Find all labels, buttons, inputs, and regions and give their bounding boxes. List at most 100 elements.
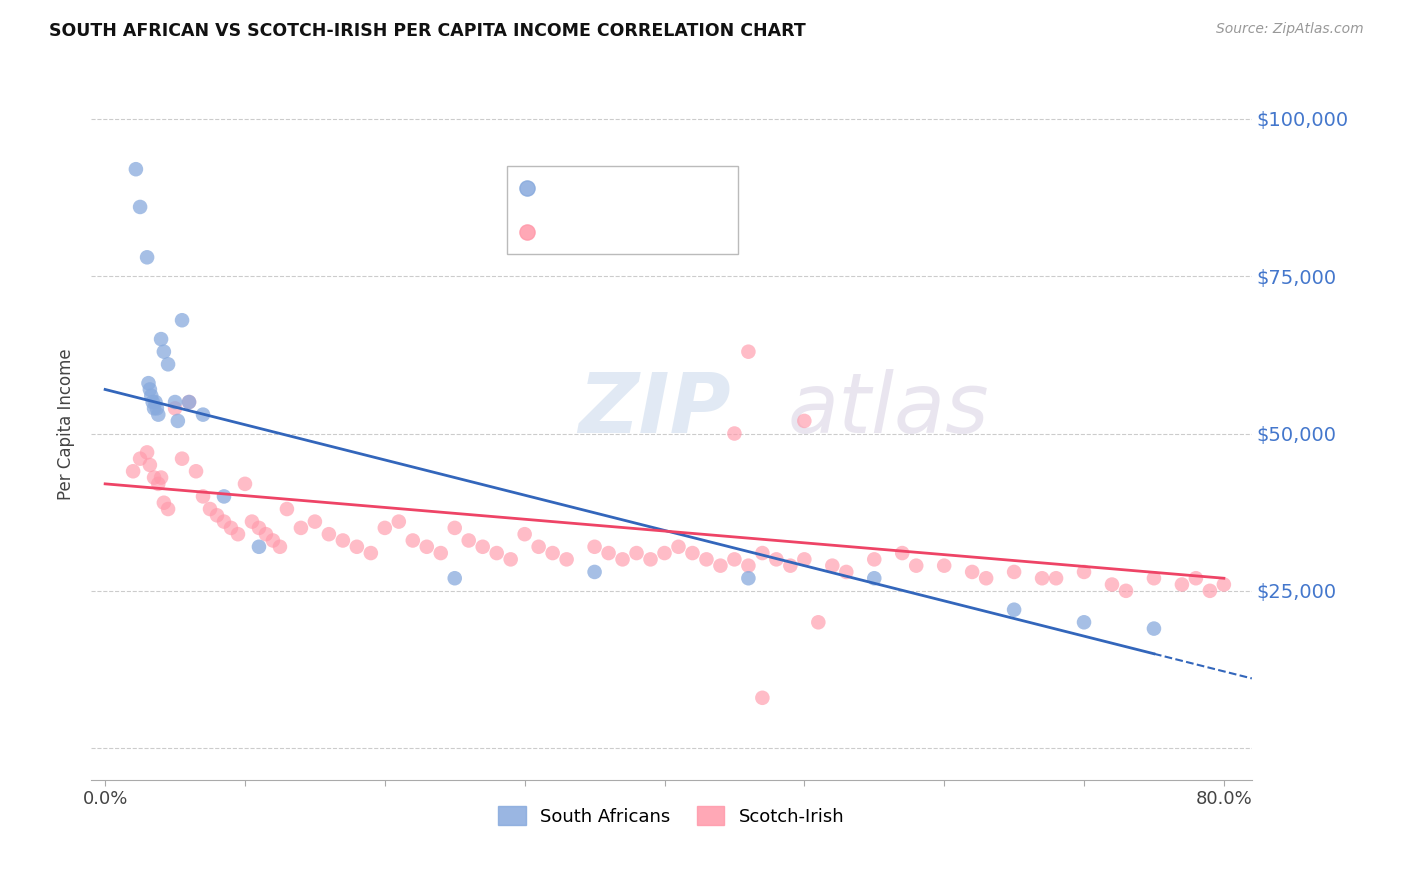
Point [863, 552, 886, 566]
Point [184, 464, 207, 478]
Point [198, 502, 221, 516]
Point [143, 470, 166, 484]
Point [166, 414, 188, 428]
Point [640, 552, 662, 566]
Point [737, 558, 759, 573]
Text: R = -0.238: R = -0.238 [551, 225, 640, 240]
Text: SOUTH AFRICAN VS SCOTCH-IRISH PER CAPITA INCOME CORRELATION CHART: SOUTH AFRICAN VS SCOTCH-IRISH PER CAPITA… [49, 22, 806, 40]
Point [737, 571, 759, 585]
Point [471, 540, 494, 554]
Point [129, 200, 152, 214]
Point [212, 490, 235, 504]
Point [583, 540, 606, 554]
Point [807, 615, 830, 630]
Point [153, 496, 176, 510]
Point [1002, 603, 1025, 617]
Point [793, 552, 815, 566]
Point [555, 552, 578, 566]
Point [157, 502, 180, 516]
Point [835, 565, 858, 579]
Point [153, 344, 176, 359]
Point [1002, 565, 1025, 579]
Point [541, 546, 564, 560]
Point [233, 476, 256, 491]
Point [1115, 583, 1137, 598]
Point [598, 546, 620, 560]
Point [219, 521, 242, 535]
Text: N = 28: N = 28 [658, 180, 716, 195]
Point [374, 521, 396, 535]
Point [1212, 577, 1234, 591]
Point [143, 401, 166, 416]
Point [960, 565, 983, 579]
Point [1185, 571, 1208, 585]
Point [1171, 577, 1194, 591]
Point [125, 162, 148, 177]
Point [1101, 577, 1123, 591]
Point [226, 527, 249, 541]
Point [141, 389, 163, 403]
Point [276, 502, 298, 516]
Point [157, 357, 180, 371]
Point [499, 552, 522, 566]
Point [136, 445, 159, 459]
Point [905, 558, 928, 573]
Point [709, 558, 731, 573]
Point [682, 546, 704, 560]
Point [1031, 571, 1053, 585]
Point [145, 395, 167, 409]
Point [360, 546, 382, 560]
Point [723, 552, 745, 566]
Y-axis label: Per Capita Income: Per Capita Income [58, 348, 75, 500]
Point [122, 464, 145, 478]
Text: Source: ZipAtlas.com: Source: ZipAtlas.com [1216, 22, 1364, 37]
Point [240, 515, 263, 529]
Point [654, 546, 676, 560]
Point [247, 521, 270, 535]
FancyBboxPatch shape [508, 166, 738, 254]
Point [139, 383, 162, 397]
Point [863, 571, 886, 585]
Point [779, 558, 801, 573]
Point [177, 395, 200, 409]
Point [170, 313, 193, 327]
Point [142, 395, 165, 409]
Point [165, 395, 187, 409]
Point [139, 458, 162, 472]
Point [150, 332, 173, 346]
Text: atlas: atlas [787, 369, 990, 450]
Point [723, 426, 745, 441]
Point [516, 181, 538, 195]
Point [129, 451, 152, 466]
Point [304, 515, 326, 529]
Point [191, 490, 214, 504]
Point [1143, 571, 1166, 585]
Point [1073, 615, 1095, 630]
Point [457, 533, 479, 548]
Point [1073, 565, 1095, 579]
Text: ZIP: ZIP [579, 369, 731, 450]
Point [429, 546, 451, 560]
Point [516, 225, 538, 239]
Point [1143, 622, 1166, 636]
Point [751, 546, 773, 560]
Point [402, 533, 425, 548]
Point [332, 533, 354, 548]
Point [821, 558, 844, 573]
Point [170, 451, 193, 466]
Point [254, 527, 277, 541]
Point [136, 250, 159, 264]
Point [891, 546, 914, 560]
Point [290, 521, 312, 535]
Point [191, 408, 214, 422]
Point [612, 552, 634, 566]
Text: N = 87: N = 87 [658, 225, 716, 240]
Point [262, 533, 284, 548]
Point [793, 414, 815, 428]
Point [148, 476, 170, 491]
Point [513, 527, 536, 541]
Point [583, 565, 606, 579]
Point [138, 376, 160, 391]
Point [765, 552, 787, 566]
Point [1199, 583, 1222, 598]
